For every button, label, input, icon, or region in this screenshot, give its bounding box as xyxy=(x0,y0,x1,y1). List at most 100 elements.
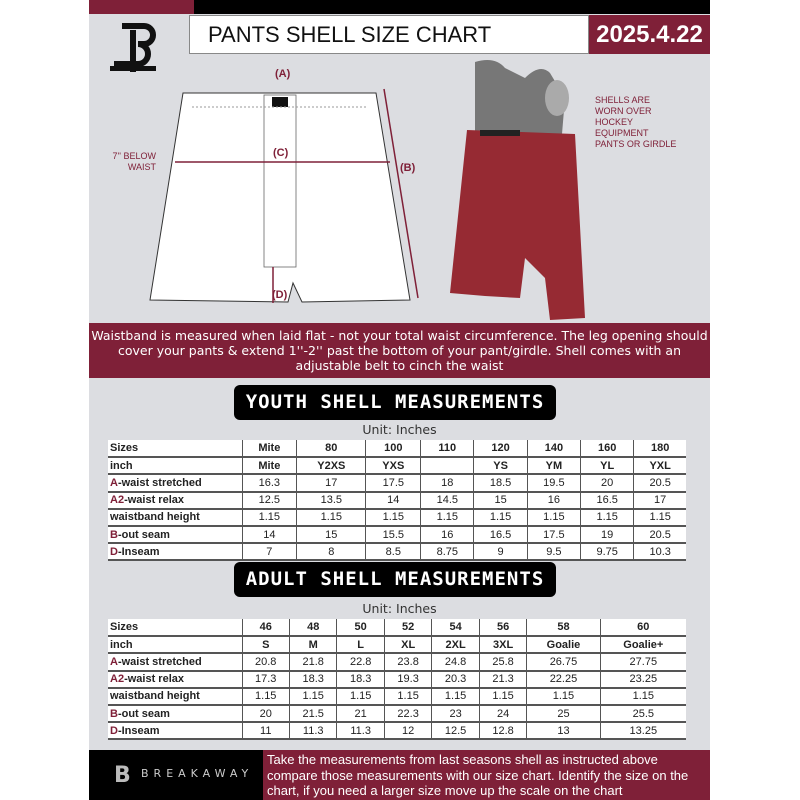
table-cell: 1.15 xyxy=(431,687,480,706)
youth-section-title: YOUTH SHELL MEASUREMENTS xyxy=(234,385,556,420)
table-cell: 3XL xyxy=(478,636,527,655)
table-cell: 20 xyxy=(241,704,290,724)
row-label-text: -Inseam xyxy=(117,724,160,737)
row-label: B-out seam xyxy=(108,704,242,724)
table-cell: 1.15 xyxy=(478,687,527,706)
pants-photo xyxy=(445,58,605,338)
footer-brand-name: BREAKAWAY xyxy=(141,767,254,780)
row-label: A2-waist relax xyxy=(108,491,242,510)
table-row: inch S M L XL 2XL 3XL Goalie Goalie+ xyxy=(108,636,686,655)
date-badge: 2025.4.22 xyxy=(589,15,710,54)
row-label-text: -waist relax xyxy=(124,494,184,507)
row-label-text: waistband height xyxy=(110,690,200,703)
table-cell: 22.25 xyxy=(526,670,601,689)
row-label: waistband height xyxy=(108,687,242,706)
table-cell: Y2XS xyxy=(296,457,366,476)
table-cell: 21.3 xyxy=(478,670,527,689)
table-cell: 19.3 xyxy=(383,670,432,689)
table-cell: 48 xyxy=(288,619,337,638)
top-bar xyxy=(194,0,710,14)
row-label: A2-waist relax xyxy=(108,670,242,689)
table-cell: S xyxy=(241,636,290,655)
row-label: inch xyxy=(108,457,242,476)
table-cell: 24.8 xyxy=(431,653,480,672)
table-cell: 1.15 xyxy=(526,508,581,527)
table-cell: 11.3 xyxy=(288,722,337,741)
row-label: A-waist stretched xyxy=(108,653,242,672)
table-cell: 9 xyxy=(473,543,528,562)
table-cell: 25 xyxy=(526,704,601,724)
table-cell: 20.8 xyxy=(241,653,290,672)
table-cell: 16.3 xyxy=(241,474,297,493)
table-row: waistband height 1.15 1.15 1.15 1.15 1.15 1.15… xyxy=(108,687,686,706)
table-cell: 18.3 xyxy=(288,670,337,689)
table-cell: 15 xyxy=(296,525,366,545)
table-row: A2-waist relax 12.5 13.5 14 14.5 15 16 16.5 17 xyxy=(108,491,686,510)
table-cell: 18 xyxy=(420,474,474,493)
table-cell: 1.15 xyxy=(296,508,366,527)
measure-mark: A2 xyxy=(110,673,125,686)
table-cell: 54 xyxy=(431,619,480,638)
row-label: inch xyxy=(108,636,242,655)
table-row: A-waist stretched 16.3 17 17.5 18 18.5 19.5 20 2… xyxy=(108,474,686,493)
table-cell: 1.15 xyxy=(336,687,385,706)
table-cell: XL xyxy=(383,636,432,655)
table-cell: 13 xyxy=(526,722,601,741)
label-b: (B) xyxy=(400,162,416,174)
row-label-text: -waist stretched xyxy=(117,655,202,668)
table-row: B-out seam 20 21.5 21 22.3 23 24 25 25.5 xyxy=(108,704,686,724)
row-label-text: inch xyxy=(110,638,133,651)
table-row: A2-waist relax 17.3 18.3 18.3 19.3 20.3 21.3 22… xyxy=(108,670,686,689)
table-cell: 19.5 xyxy=(526,474,581,493)
table-cell: 21.8 xyxy=(288,653,337,672)
worn-note: SHELLS ARE WORN OVER HOCKEY EQUIPMENT PA… xyxy=(595,95,677,149)
table-cell: 21.5 xyxy=(288,704,337,724)
table-cell: 17 xyxy=(633,491,686,510)
table-cell: M xyxy=(288,636,337,655)
table-cell: 11.3 xyxy=(336,722,385,741)
measure-mark: A2 xyxy=(110,494,125,507)
table-cell: 17.3 xyxy=(241,670,290,689)
measure-mark: B xyxy=(110,528,118,541)
table-cell: Goalie xyxy=(526,636,601,655)
row-label: D-Inseam xyxy=(108,543,242,562)
measure-mark: B xyxy=(110,707,118,720)
table-cell: YS xyxy=(473,457,528,476)
table-cell: Goalie+ xyxy=(599,636,686,655)
table-cell: L xyxy=(336,636,385,655)
table-cell: 8.5 xyxy=(365,543,421,562)
footer-instructions: Take the measurements from last seasons … xyxy=(263,750,710,800)
table-cell: 1.15 xyxy=(241,687,290,706)
table-cell: 8.75 xyxy=(420,543,474,562)
table-cell: 50 xyxy=(336,619,385,638)
table-cell: 22.8 xyxy=(336,653,385,672)
footer-brand: B BREAKAWAY xyxy=(89,750,263,800)
table-cell: 1.15 xyxy=(241,508,297,527)
table-cell: 12 xyxy=(383,722,432,741)
table-cell: 17.5 xyxy=(526,525,581,545)
table-cell: 14 xyxy=(241,525,297,545)
adult-section-title: ADULT SHELL MEASUREMENTS xyxy=(234,562,556,597)
table-cell: 1.15 xyxy=(599,687,686,706)
table-cell: 56 xyxy=(478,619,527,638)
table-cell: 14 xyxy=(365,491,421,510)
row-label: D-Inseam xyxy=(108,722,242,741)
table-cell: 17.5 xyxy=(365,474,421,493)
table-cell: YXL xyxy=(633,457,686,476)
table-cell: 52 xyxy=(383,619,432,638)
row-label: A-waist stretched xyxy=(108,474,242,493)
row-label: Sizes xyxy=(108,440,242,459)
table-cell: 20.5 xyxy=(633,525,686,545)
row-label: Sizes xyxy=(108,619,242,638)
table-cell: 13.5 xyxy=(296,491,366,510)
table-cell: 100 xyxy=(365,440,421,459)
table-cell: 23.25 xyxy=(599,670,686,689)
footer-logo-icon: B xyxy=(114,763,131,788)
table-cell: 25.8 xyxy=(478,653,527,672)
table-cell: 20 xyxy=(580,474,634,493)
table-cell: 1.15 xyxy=(633,508,686,527)
page-title: PANTS SHELL SIZE CHART xyxy=(189,15,589,54)
table-cell: 1.15 xyxy=(473,508,528,527)
table-cell: 110 xyxy=(420,440,474,459)
table-cell: 12.5 xyxy=(431,722,480,741)
